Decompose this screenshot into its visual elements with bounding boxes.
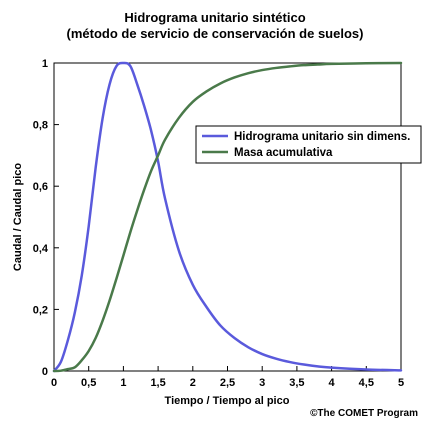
series-line-hydrograph — [52, 61, 403, 373]
x-tick-label: 3,5 — [289, 377, 304, 389]
x-tick-label: 4 — [329, 377, 336, 389]
chart-subtitle: (método de servicio de conservación de s… — [67, 26, 364, 41]
series-lines — [52, 61, 403, 373]
chart-title: Hidrograma unitario sintético — [124, 10, 305, 25]
x-tick-label: 2 — [190, 377, 196, 389]
series-line-cumulative-mass — [52, 61, 403, 373]
legend-label-hydrograph: Hidrograma unitario sin dimens. — [234, 131, 410, 143]
y-axis-label: Caudal / Caudal pico — [12, 163, 24, 271]
y-tick-label: 0,2 — [33, 304, 48, 316]
plot-area — [53, 62, 402, 372]
legend-box — [195, 125, 422, 164]
x-tick-label: 1,5 — [150, 377, 165, 389]
x-tick-label: 1 — [120, 377, 126, 389]
y-tick-label: 0,4 — [33, 243, 49, 255]
y-tick-label: 0 — [42, 366, 48, 378]
legend: Hidrograma unitario sin dimens. Masa acu… — [195, 125, 422, 164]
legend-label-cumulative-mass: Masa acumulativa — [234, 147, 333, 159]
x-axis-ticks: 0 0,5 1 1,5 2 2,5 3 3,5 4 4,5 5 — [51, 366, 404, 389]
x-tick-label: 5 — [398, 377, 404, 389]
x-tick-label: 0 — [51, 377, 57, 389]
x-axis-label: Tiempo / Tiempo al pico — [165, 395, 290, 407]
y-axis-ticks: 0 0,2 0,4 0,6 0,8 1 — [33, 58, 59, 378]
y-tick-label: 1 — [42, 58, 48, 70]
x-tick-label: 4,5 — [359, 377, 374, 389]
comet-credit: ©The COMET Program — [310, 408, 418, 419]
y-tick-label: 0,6 — [33, 181, 48, 193]
y-tick-label: 0,8 — [33, 120, 48, 132]
x-tick-label: 0,5 — [81, 377, 96, 389]
x-tick-label: 3 — [259, 377, 265, 389]
x-tick-label: 2,5 — [220, 377, 235, 389]
